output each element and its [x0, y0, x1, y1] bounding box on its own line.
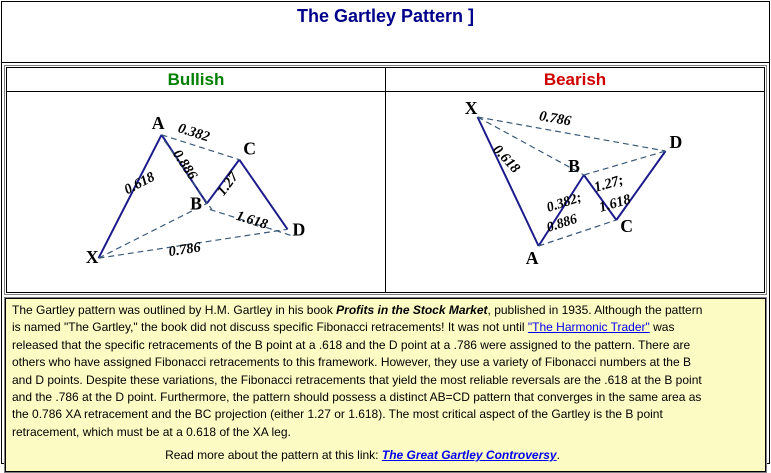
svg-text:0.886: 0.886 — [169, 147, 201, 184]
svg-text:X: X — [465, 98, 478, 118]
svg-text:0.618: 0.618 — [122, 169, 158, 198]
svg-text:1.618: 1.618 — [234, 208, 269, 233]
svg-text:D: D — [670, 132, 683, 152]
svg-text:0.382;: 0.382; — [545, 190, 583, 216]
svg-text:1.618: 1.618 — [597, 191, 632, 215]
svg-text:X: X — [86, 247, 99, 267]
svg-text:A: A — [152, 113, 165, 133]
svg-text:1.27: 1.27 — [214, 168, 242, 198]
svg-text:0.786: 0.786 — [538, 108, 573, 130]
svg-text:0.618: 0.618 — [489, 142, 522, 177]
svg-text:C: C — [620, 216, 633, 236]
svg-text:B: B — [190, 193, 202, 213]
svg-text:0.786: 0.786 — [168, 239, 203, 260]
svg-text:C: C — [243, 139, 256, 159]
svg-text:D: D — [292, 219, 305, 239]
svg-text:A: A — [526, 248, 539, 268]
svg-text:1.27;: 1.27; — [592, 172, 625, 196]
svg-text:B: B — [568, 156, 580, 176]
